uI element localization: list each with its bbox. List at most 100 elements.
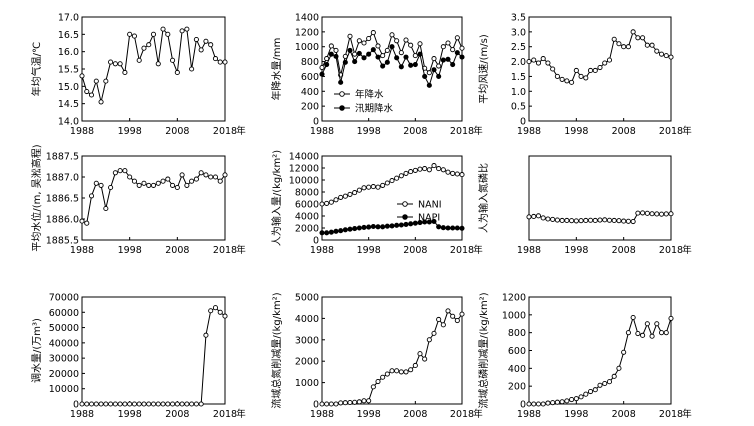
x-tick-label: 1998	[118, 126, 142, 137]
data-point	[370, 223, 376, 230]
data-point	[217, 309, 223, 315]
data-point	[108, 59, 114, 65]
data-point	[459, 54, 465, 60]
data-point	[127, 31, 133, 37]
data-point	[569, 79, 575, 85]
data-point	[630, 314, 636, 321]
y-tick-label: 15.5	[58, 65, 79, 76]
data-point	[384, 47, 390, 53]
data-point	[193, 36, 199, 43]
y-tick-label: 3.0	[511, 27, 526, 38]
data-point	[361, 185, 367, 191]
data-point	[445, 56, 451, 62]
data-point	[668, 211, 674, 217]
data-point	[412, 220, 418, 226]
data-point	[319, 71, 325, 77]
y-tick-label: 10000	[49, 384, 79, 395]
data-point	[131, 33, 137, 39]
data-point	[597, 382, 603, 388]
data-point	[356, 225, 362, 231]
data-point	[174, 184, 180, 191]
data-point	[198, 170, 204, 176]
data-point	[93, 401, 99, 407]
data-point	[578, 73, 584, 79]
data-point	[370, 384, 376, 390]
data-point	[408, 42, 414, 48]
data-point	[366, 51, 372, 57]
data-point	[222, 59, 228, 65]
y-tick-label: 2.5	[511, 42, 526, 53]
x-tick-label: 2018	[450, 409, 474, 420]
data-point	[408, 62, 414, 68]
plot-frame	[321, 296, 463, 405]
y-tick-label: 14000	[289, 152, 319, 163]
data-point	[179, 401, 185, 407]
data-point	[389, 44, 395, 50]
y-tick-label: 1400	[295, 13, 319, 24]
y-tick-label: 14.0	[58, 117, 79, 128]
y-tick-label: 17.0	[58, 13, 79, 24]
y-tick-label: 800	[508, 328, 526, 339]
x-tick-label: 1998	[564, 409, 588, 420]
y-tick-label: 16.5	[58, 30, 79, 41]
y-tick-label: 2000	[295, 224, 319, 235]
x-tick-label: 1998	[357, 409, 381, 420]
data-point	[616, 218, 622, 224]
plot-frame	[321, 155, 463, 241]
data-point	[375, 184, 381, 190]
data-point	[328, 43, 334, 49]
x-tick-label: 2018	[213, 126, 237, 137]
data-point	[356, 187, 362, 193]
x-unit-label: 年	[682, 244, 692, 256]
data-point	[440, 167, 446, 173]
data-point	[436, 73, 442, 79]
data-point	[436, 316, 442, 323]
data-point	[587, 217, 594, 223]
data-point	[640, 35, 646, 41]
data-point	[440, 57, 446, 63]
data-point	[592, 387, 598, 393]
data-point	[160, 26, 166, 32]
data-point	[342, 193, 348, 199]
data-point	[150, 182, 157, 188]
data-point	[450, 61, 456, 68]
x-tick-label: 2008	[165, 126, 189, 137]
data-point	[625, 218, 631, 224]
y-tick-label: 16.0	[58, 47, 79, 58]
x-tick-label: 2008	[165, 245, 189, 256]
data-point	[412, 167, 418, 173]
y-tick-label: 10000	[289, 176, 319, 187]
data-point	[644, 42, 650, 48]
data-point	[108, 401, 114, 407]
data-point	[366, 224, 372, 230]
data-point	[403, 221, 409, 227]
data-point	[103, 78, 109, 84]
y-tick-label: 12000	[289, 164, 319, 175]
y-tick-label: 4000	[295, 314, 319, 325]
data-point	[640, 210, 646, 216]
data-point	[136, 57, 142, 63]
data-point	[84, 88, 90, 95]
data-point	[84, 401, 90, 407]
y-tick-label: 1885.5	[46, 236, 79, 247]
plot-frame	[81, 296, 226, 405]
data-point	[98, 99, 104, 105]
y-tick-label: 200	[508, 382, 526, 393]
data-point	[531, 401, 537, 407]
data-point	[389, 178, 395, 184]
data-point	[459, 172, 465, 178]
data-point	[564, 217, 570, 224]
data-point	[663, 211, 669, 217]
data-point	[625, 44, 631, 50]
y-tick-label: 3000	[295, 335, 319, 346]
data-point	[380, 224, 386, 230]
data-point	[398, 222, 404, 228]
data-point	[352, 399, 358, 405]
data-point	[165, 31, 171, 37]
series-line	[82, 307, 226, 405]
data-point	[592, 217, 598, 224]
data-point	[208, 42, 214, 48]
data-point	[573, 67, 579, 74]
data-point	[127, 401, 133, 407]
panel-3: 0 0.5 1.0 1.5 2.0 2.5 3.0 3.5 1988 1998 2008 2018 年 平…	[478, 13, 692, 138]
